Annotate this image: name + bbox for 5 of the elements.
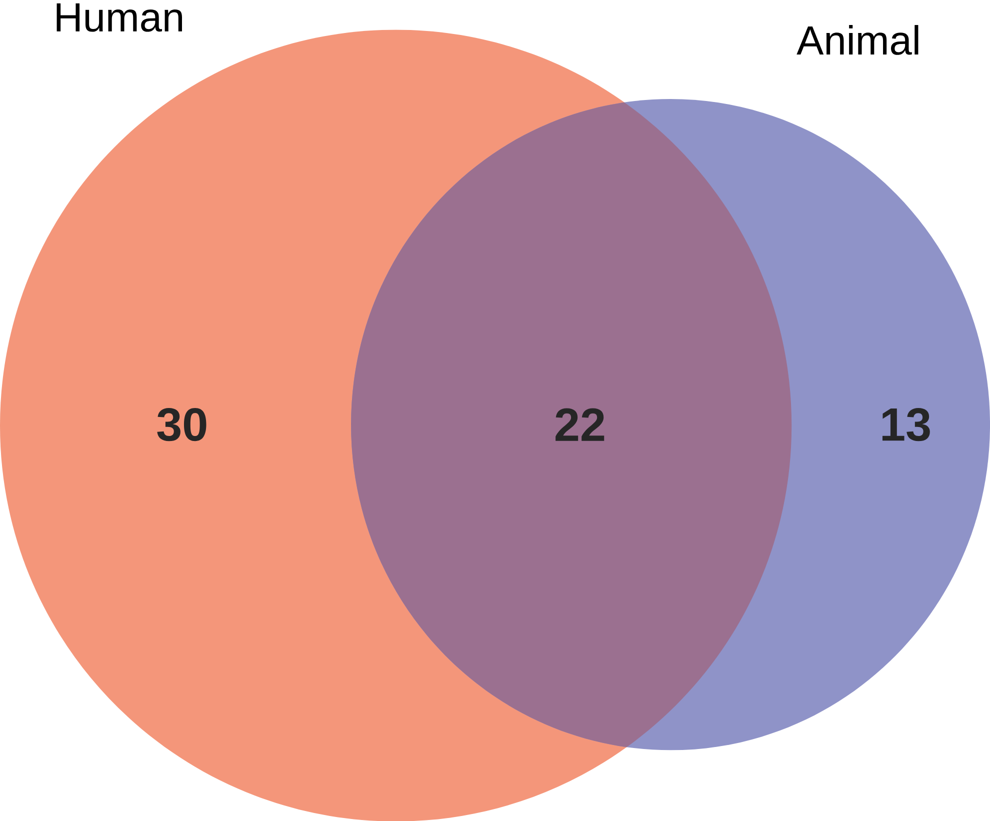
text: Human	[56, 3, 182, 32]
text: Animal	[796, 24, 918, 55]
data-label: 22	[556, 408, 604, 441]
data-label: 30	[157, 408, 206, 441]
data-label: 13	[882, 408, 930, 441]
